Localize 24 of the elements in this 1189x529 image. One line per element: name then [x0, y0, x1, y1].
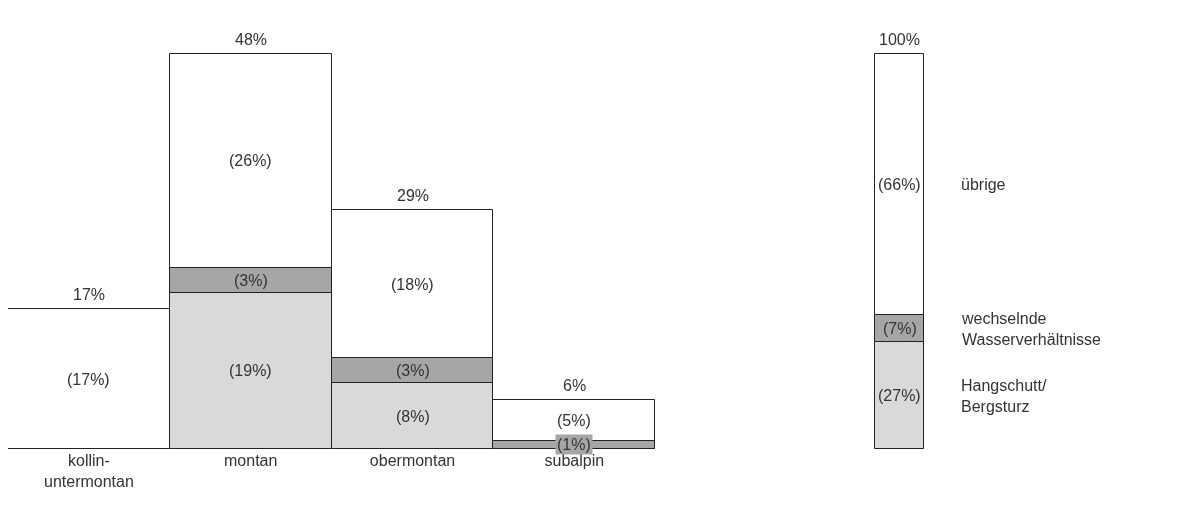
data-label: (27%): [878, 387, 921, 404]
data-label: (3%): [396, 362, 430, 379]
data-label: (7%): [883, 320, 917, 337]
x-tick-label: subalpin: [544, 452, 605, 469]
data-label: (18%): [391, 276, 434, 293]
data-label: (1%): [557, 436, 591, 453]
total-label: 6%: [563, 377, 587, 394]
data-label: (66%): [878, 176, 921, 193]
x-tick-label: montan: [224, 452, 278, 469]
total-label: 29%: [397, 187, 430, 204]
data-label: (19%): [229, 362, 272, 379]
data-label: (3%): [234, 272, 268, 289]
data-label: (8%): [396, 408, 430, 425]
total-label: 48%: [235, 31, 268, 48]
x-tick-label: kollin- untermontan: [43, 452, 134, 490]
x-tick-label: obermontan: [369, 452, 456, 469]
data-label: (17%): [67, 371, 110, 388]
total-label: 17%: [73, 286, 106, 303]
text: Hangschutt/ Bergsturz: [961, 377, 1047, 415]
data-label: (26%): [229, 152, 272, 169]
text: übrige: [961, 176, 1006, 193]
text: wechselnde Wasserverhältnisse: [961, 310, 1102, 348]
total-label: 100%: [879, 31, 920, 48]
data-label: (5%): [557, 412, 591, 429]
